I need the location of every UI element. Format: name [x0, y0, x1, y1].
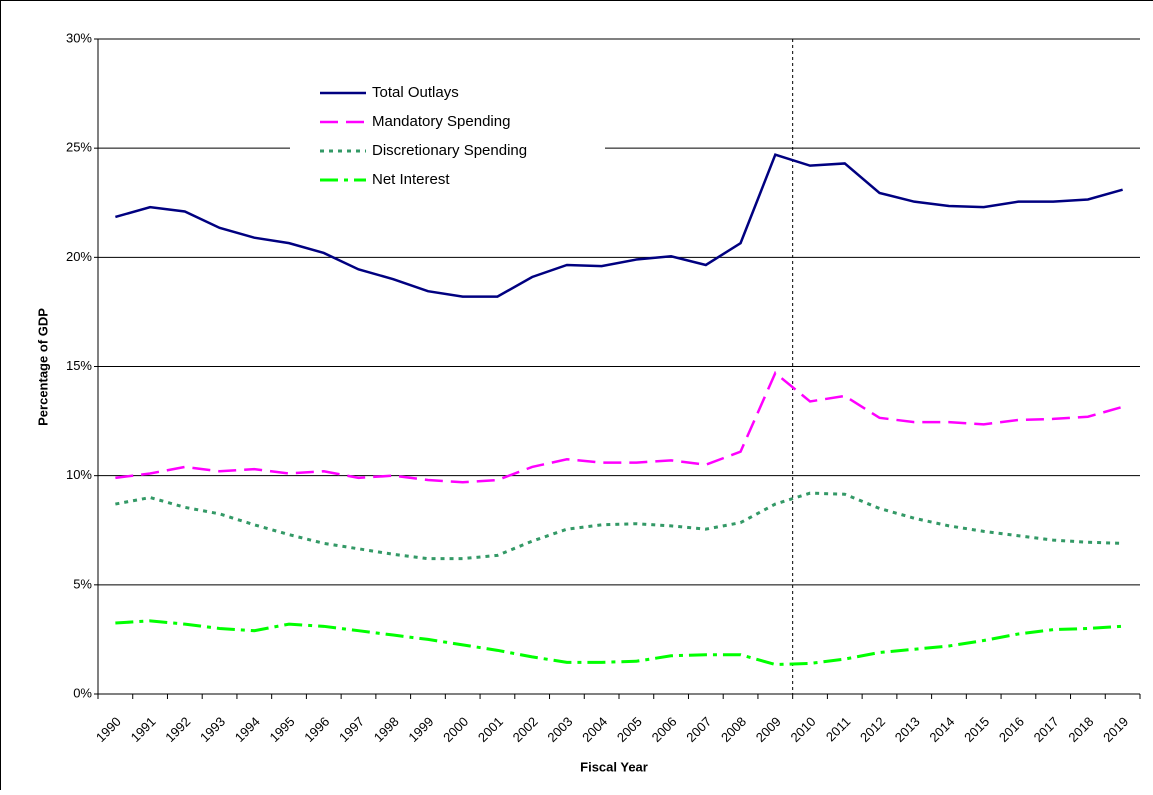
y-tick-label: 10%: [66, 467, 92, 482]
y-tick-label: 20%: [66, 249, 92, 264]
y-tick-label: 30%: [66, 30, 92, 45]
legend-label: Net Interest: [372, 171, 450, 188]
legend-label: Discretionary Spending: [372, 142, 527, 159]
y-tick-label: 5%: [73, 576, 92, 591]
y-tick-label: 25%: [66, 140, 92, 155]
legend-label: Total Outlays: [372, 84, 459, 101]
y-tick-label: 15%: [66, 358, 92, 373]
legend-label: Mandatory Spending: [372, 113, 510, 130]
y-axis-title: Percentage of GDP: [35, 308, 50, 426]
y-tick-label: 0%: [73, 685, 92, 700]
x-axis-title: Fiscal Year: [580, 759, 648, 774]
